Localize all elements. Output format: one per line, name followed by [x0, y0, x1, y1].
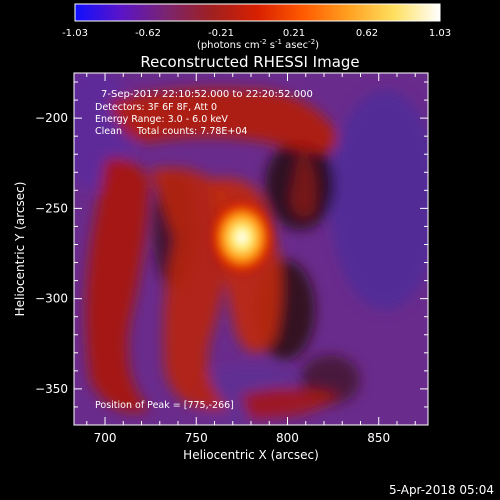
colorbar-tick-label: -1.03 [62, 28, 88, 39]
y-axis-label: Heliocentric Y (arcsec) [13, 182, 27, 317]
y-tick-label: −200 [35, 111, 68, 125]
colorbar-unit-label: (photons cm-2 s-1 asec-2) [197, 38, 319, 51]
x-axis-label: Heliocentric X (arcsec) [183, 448, 319, 462]
detectors-text: Detectors: 3F 6F 8F, Att 0 [95, 102, 217, 113]
heatmap-image [74, 73, 428, 425]
axis-ticks [74, 73, 428, 425]
y-tick-label: −350 [35, 382, 68, 396]
x-tick-label: 850 [367, 431, 390, 445]
colorbar: -1.03 -0.62 -0.21 0.21 0.62 1.03 (photons cm-… [62, 3, 451, 51]
peak-position-text: Position of Peak = [775,-266] [95, 400, 234, 411]
y-tick-label: −300 [35, 292, 68, 306]
x-tick-label: 700 [94, 431, 117, 445]
plot-title: Reconstructed RHESSI Image [140, 53, 359, 71]
y-tick-labels: −200 −250 −300 −350 [35, 111, 68, 396]
y-tick-label: −250 [35, 201, 68, 215]
x-tick-label: 800 [276, 431, 299, 445]
clean-counts-text: Clean Total counts: 7.78E+04 [95, 126, 247, 137]
colorbar-tick-label: 0.62 [356, 28, 378, 39]
colorbar-tick-label: -0.21 [208, 28, 234, 39]
colorbar-ticks: -1.03 -0.62 -0.21 0.21 0.62 1.03 [62, 28, 451, 39]
time-range-text: 7-Sep-2017 22:10:52.000 to 22:20:52.000 [101, 89, 313, 100]
x-tick-label: 750 [185, 431, 208, 445]
colorbar-bar [74, 3, 441, 22]
colorbar-tick-label: 0.21 [283, 28, 305, 39]
colorbar-tick-label: -0.62 [135, 28, 161, 39]
annotation-block: 7-Sep-2017 22:10:52.000 to 22:20:52.000 … [95, 89, 313, 411]
x-tick-labels: 700 750 800 850 [94, 431, 391, 445]
energy-range-text: Energy Range: 3.0 - 6.0 keV [95, 114, 228, 125]
peak-source [207, 197, 276, 278]
colorbar-tick-label: 1.03 [429, 28, 451, 39]
plot-timestamp: 5-Apr-2018 05:04 [389, 483, 494, 497]
